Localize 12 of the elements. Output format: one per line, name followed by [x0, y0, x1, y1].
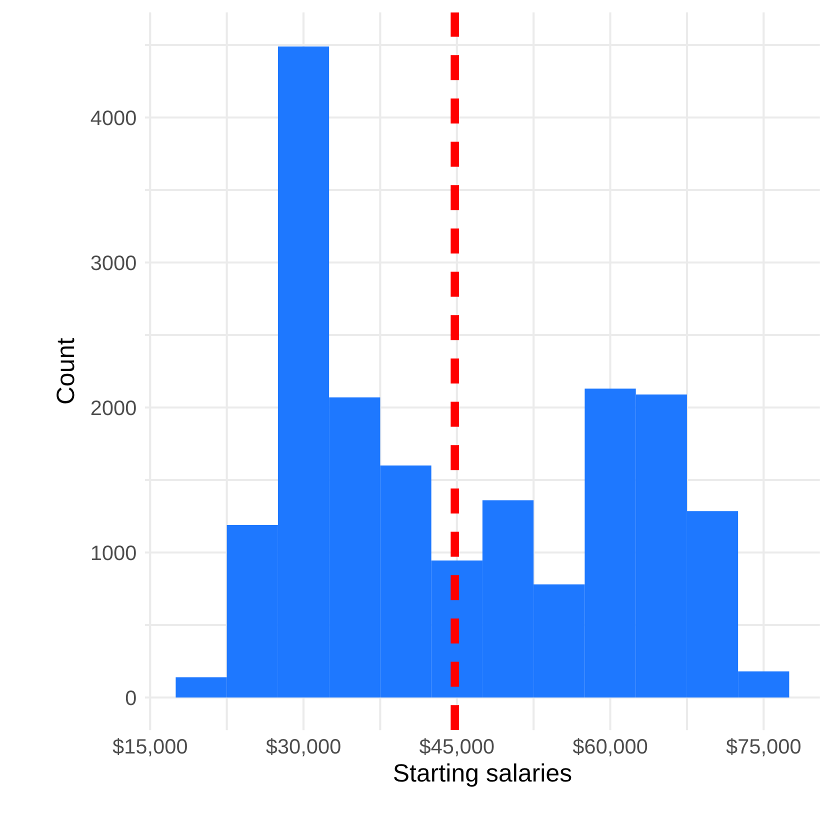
- x-axis-title: Starting salaries: [394, 763, 572, 787]
- x-tick-label: $45,000: [419, 738, 494, 756]
- y-tick-label: 4000: [90, 110, 136, 126]
- y-tick-label: 3000: [91, 256, 136, 270]
- x-tick-label: $15,000: [112, 738, 187, 756]
- y-axis-title: Count: [56, 338, 74, 404]
- y-tick-label: 0: [126, 690, 136, 706]
- y-tick-label: 2000: [91, 400, 136, 416]
- y-tick-label: 1000: [92, 546, 136, 560]
- x-tick-label: $60,000: [572, 738, 648, 756]
- x-tick-label: $75,000: [726, 738, 800, 756]
- x-tick-label: $30,000: [266, 738, 340, 756]
